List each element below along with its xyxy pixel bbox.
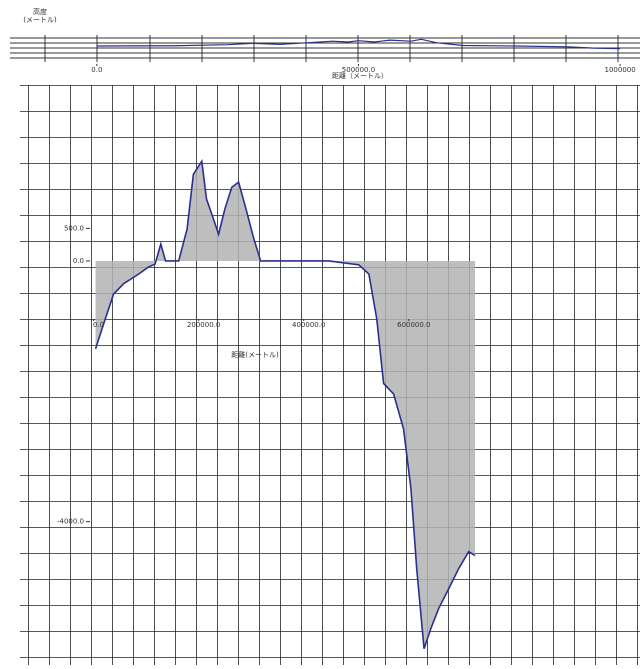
- y-tick-label: -4000.0: [57, 518, 84, 526]
- x-tick-label: 0.0: [91, 66, 102, 74]
- profile-line: [94, 158, 476, 649]
- y-axis-label: 高度: [33, 7, 47, 16]
- profile-line: [96, 38, 621, 50]
- x-tick-label: 400000.0: [292, 321, 325, 329]
- y-tick-label: 500.0: [64, 224, 84, 232]
- x-axis-label: 距離（メートル）: [332, 71, 388, 80]
- x-tick-label: 500000.0: [342, 66, 375, 74]
- x-tick-label: 0.0: [93, 321, 104, 329]
- x-tick-label: 1000000: [605, 66, 636, 74]
- profile-area: [95, 161, 476, 649]
- y-axis-label: (メートル): [23, 16, 57, 24]
- y-tick-label: 0.0: [73, 257, 84, 265]
- x-axis-label: 距離(メートル): [231, 350, 279, 359]
- x-tick-label: 600000.0: [397, 321, 430, 329]
- grid-background: [20, 85, 640, 665]
- x-tick-label: 200000.0: [187, 321, 220, 329]
- mini-frame: [10, 35, 640, 62]
